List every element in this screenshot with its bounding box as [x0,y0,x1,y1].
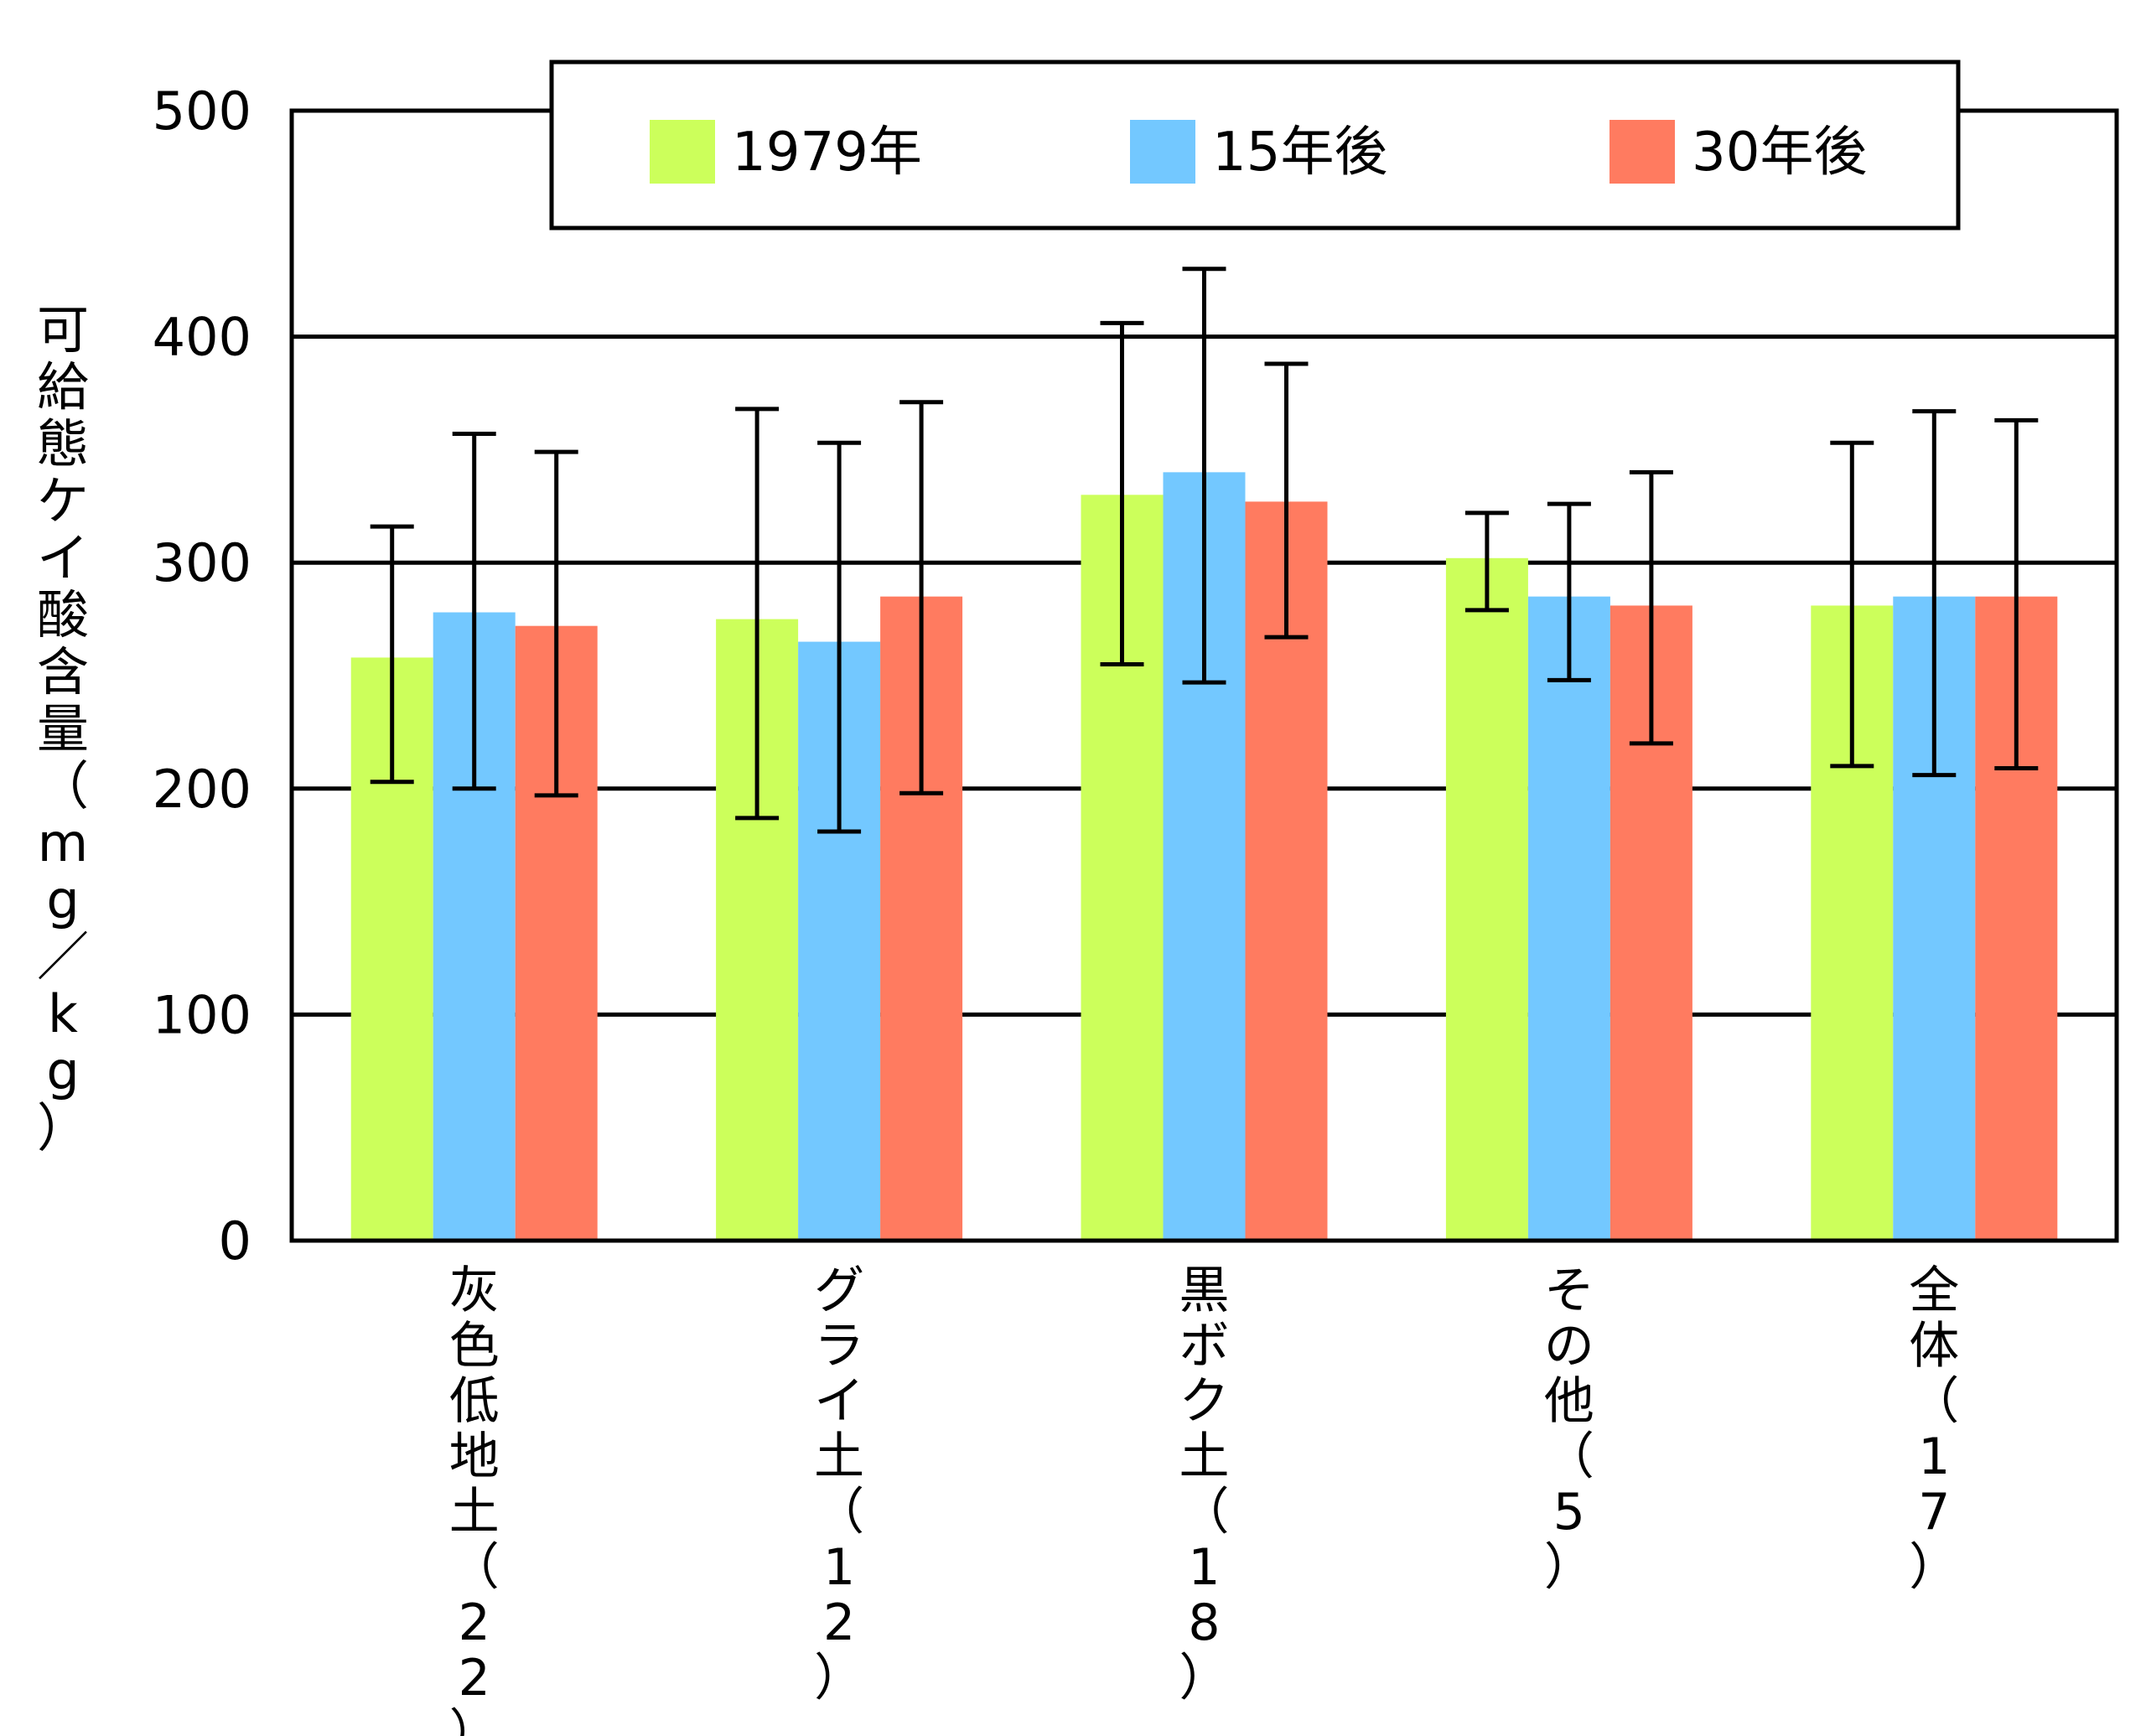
y-tick-label: 500 [153,80,251,142]
legend-label: 30年後 [1692,122,1867,184]
y-tick-label: 400 [153,307,251,368]
category-labels: 灰色低地土（ 2 2 ） グライ土（ 1 2 ） 黒ボク土（ 1 8 ） その他（ 5 ） 全体（ 1 7） [449,1262,1960,1736]
x-category-label: 灰色低地土（ 2 2） [449,1262,500,1736]
y-axis-label: 可給態ケイ酸含量（ m g ／ k g） [37,299,89,1158]
y-axis-label-text: 可給態ケイ酸含量（ m g ／ k g） [37,299,89,1158]
legend-label: 15年後 [1212,122,1387,184]
y-tick-label: 0 [219,1210,251,1272]
bar [1445,557,1528,1241]
legend-box [549,60,1961,231]
x-category-label: その他（ 5） [1544,1262,1594,1597]
legend-swatch [650,120,715,184]
y-tick-label: 300 [153,532,251,593]
y-tick-label: 200 [153,759,251,820]
legend: 1979年 15年後 30年後 [549,60,1961,231]
x-category-label: 黒ボク土（ 1 8） [1179,1262,1230,1707]
legend-label: 1979年 [732,122,922,184]
y-tick-label: 100 [153,984,251,1045]
x-category-label: グライ土（ 1 2） [814,1262,864,1707]
legend-swatch [1610,120,1675,184]
bar [1527,596,1610,1241]
x-category-label: 全体（ 1 7） [1909,1262,1959,1597]
error-bars [370,267,2039,834]
y-tick-labels: 0 100 200 300 400 500 [153,80,251,1272]
legend-swatch [1130,120,1195,184]
